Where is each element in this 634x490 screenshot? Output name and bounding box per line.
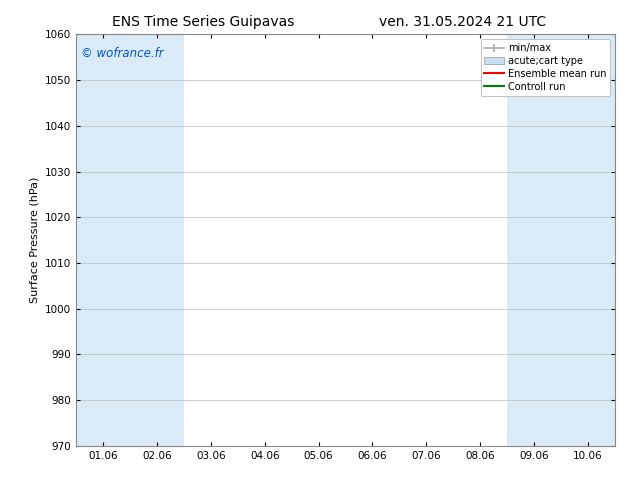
Text: © wofrance.fr: © wofrance.fr	[81, 47, 164, 60]
Legend: min/max, acute;cart type, Ensemble mean run, Controll run: min/max, acute;cart type, Ensemble mean …	[481, 39, 610, 96]
Bar	[507, 34, 561, 446]
Y-axis label: Surface Pressure (hPa): Surface Pressure (hPa)	[29, 177, 39, 303]
Bar	[561, 34, 615, 446]
Bar	[130, 34, 184, 446]
Text: ENS Time Series Guipavas: ENS Time Series Guipavas	[112, 15, 294, 29]
Bar	[76, 34, 130, 446]
Text: ven. 31.05.2024 21 UTC: ven. 31.05.2024 21 UTC	[379, 15, 547, 29]
